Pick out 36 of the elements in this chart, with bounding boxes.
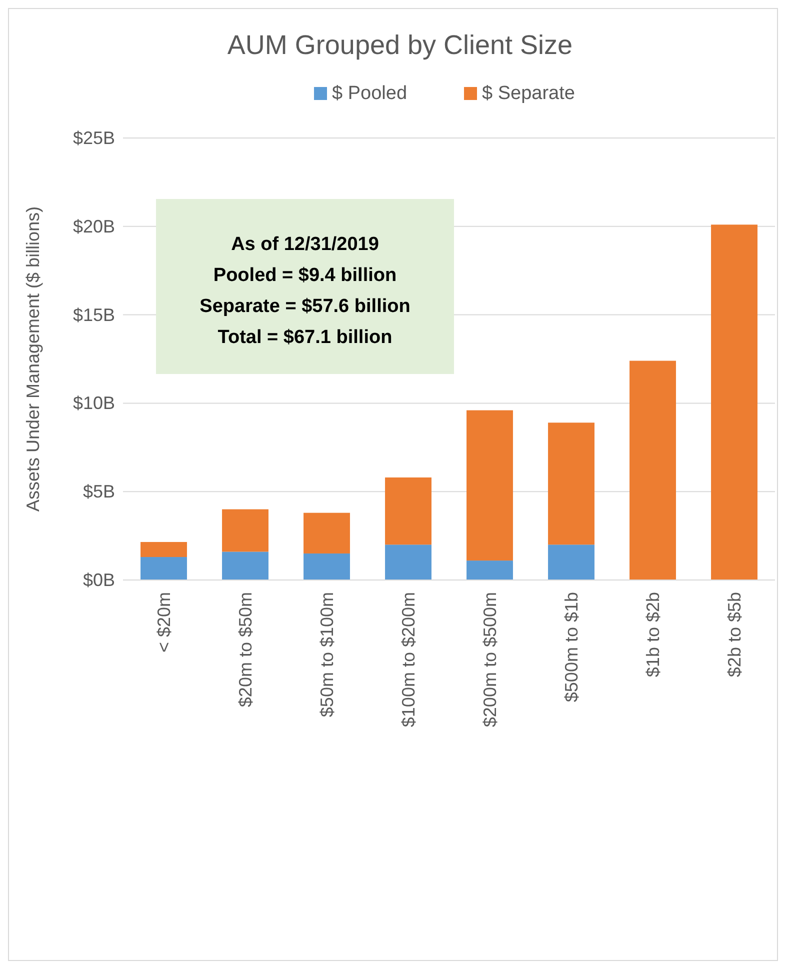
annotation: Separate = $57.6 billion bbox=[200, 296, 410, 317]
x-tick-label: $100m to $200m bbox=[398, 592, 418, 728]
bar bbox=[304, 512, 350, 554]
x-tick-label: $500m to $1b bbox=[561, 592, 582, 702]
chart-title: AUM Grouped by Client Size bbox=[227, 30, 573, 60]
bar bbox=[630, 360, 676, 580]
x-tick-label: $1b to $2b bbox=[642, 592, 663, 678]
annotation: As of 12/31/2019 bbox=[231, 234, 379, 255]
x-tick-label: $50m to $100m bbox=[316, 592, 337, 718]
bar bbox=[385, 477, 432, 545]
annotation: Pooled = $9.4 billion bbox=[213, 265, 397, 286]
bar bbox=[222, 509, 268, 552]
bar bbox=[466, 560, 513, 580]
legend-label: $ Pooled bbox=[332, 83, 408, 104]
annotation: Total = $67.1 billion bbox=[218, 327, 392, 348]
bar bbox=[711, 224, 758, 580]
y-tick-label: $0B bbox=[82, 570, 115, 590]
y-tick-label: $10B bbox=[72, 393, 115, 414]
bar bbox=[222, 552, 268, 580]
y-tick-label: $20B bbox=[72, 216, 115, 236]
bar bbox=[385, 544, 432, 580]
x-tick-label: < $20m bbox=[154, 592, 174, 653]
x-tick-label: $20m to $50m bbox=[235, 592, 256, 708]
y-tick-label: $15B bbox=[72, 304, 115, 325]
bar bbox=[466, 410, 513, 561]
bar bbox=[140, 542, 187, 558]
bar bbox=[548, 544, 594, 580]
bar bbox=[548, 422, 594, 545]
y-tick-label: $5B bbox=[82, 482, 115, 502]
y-tick-label: $25B bbox=[72, 128, 115, 148]
bar bbox=[304, 553, 350, 580]
x-tick-label: $200m to $500m bbox=[480, 592, 500, 728]
y-axis-title: Assets Under Management ($ billions) bbox=[23, 206, 43, 512]
x-tick-label: $2b to $5b bbox=[724, 592, 744, 678]
bar bbox=[140, 557, 187, 580]
legend-label: $ Separate bbox=[482, 83, 575, 104]
